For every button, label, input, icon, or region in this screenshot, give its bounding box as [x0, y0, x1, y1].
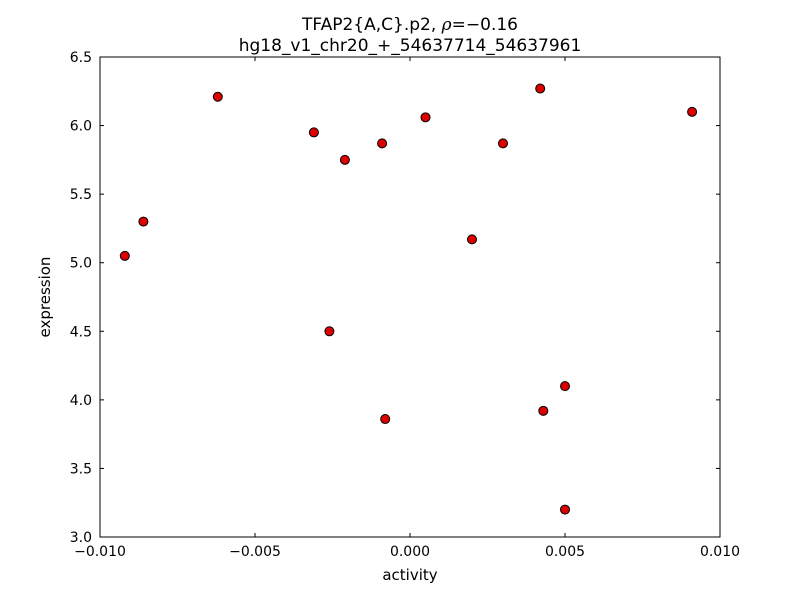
- scatter-points: [119, 83, 698, 515]
- axis-tick-labels: −0.010 −0.005 0.000 0.005 0.010 3.0 3.5 4.0 4.5 5…: [70, 50, 740, 560]
- y-tick-label: 4.5: [70, 324, 92, 340]
- x-tick-label: 0.000: [390, 544, 430, 560]
- scatter-point: [380, 414, 391, 425]
- scatter-point: [324, 326, 335, 337]
- y-tick-label: 5.5: [70, 187, 92, 203]
- y-tick-label: 5.0: [70, 256, 92, 272]
- scatter-point: [138, 216, 149, 227]
- scatter-point: [687, 106, 698, 117]
- scatter-point: [535, 83, 546, 94]
- scatter-point: [212, 91, 223, 102]
- scatter-point: [467, 234, 477, 245]
- axis-ticks: [99, 56, 721, 538]
- scatter-point: [377, 138, 388, 149]
- y-tick-label: 3.5: [70, 461, 92, 477]
- y-tick-label: 4.0: [70, 393, 92, 409]
- x-tick-label: −0.005: [229, 544, 281, 560]
- y-tick-label: 6.5: [70, 50, 92, 66]
- scatter-point: [560, 381, 570, 392]
- y-tick-label: 3.0: [70, 530, 92, 546]
- scatter-point: [119, 250, 130, 261]
- title-gene-label: TFAP2{A,C}.p2,: [301, 15, 442, 35]
- x-tick-label: 0.010: [700, 544, 740, 560]
- x-tick-label: −0.010: [74, 544, 126, 560]
- scatter-point: [339, 154, 350, 165]
- x-axis-label: activity: [382, 566, 437, 584]
- chart-title-line2: hg18_v1_chr20_+_54637714_54637961: [239, 36, 582, 56]
- scatter-point: [308, 127, 319, 138]
- y-axis-label: expression: [36, 257, 54, 338]
- scatter-point: [498, 138, 508, 149]
- y-tick-label: 6.0: [70, 119, 92, 135]
- scatter-point: [420, 112, 431, 123]
- chart-title-line1: TFAP2{A,C}.p2, ρ=−0.16: [301, 15, 518, 35]
- scatter-point: [538, 405, 549, 416]
- rho-value: =−0.16: [452, 15, 518, 35]
- x-tick-label: 0.005: [545, 544, 585, 560]
- scatter-point: [560, 504, 570, 515]
- rho-symbol: ρ: [441, 15, 452, 35]
